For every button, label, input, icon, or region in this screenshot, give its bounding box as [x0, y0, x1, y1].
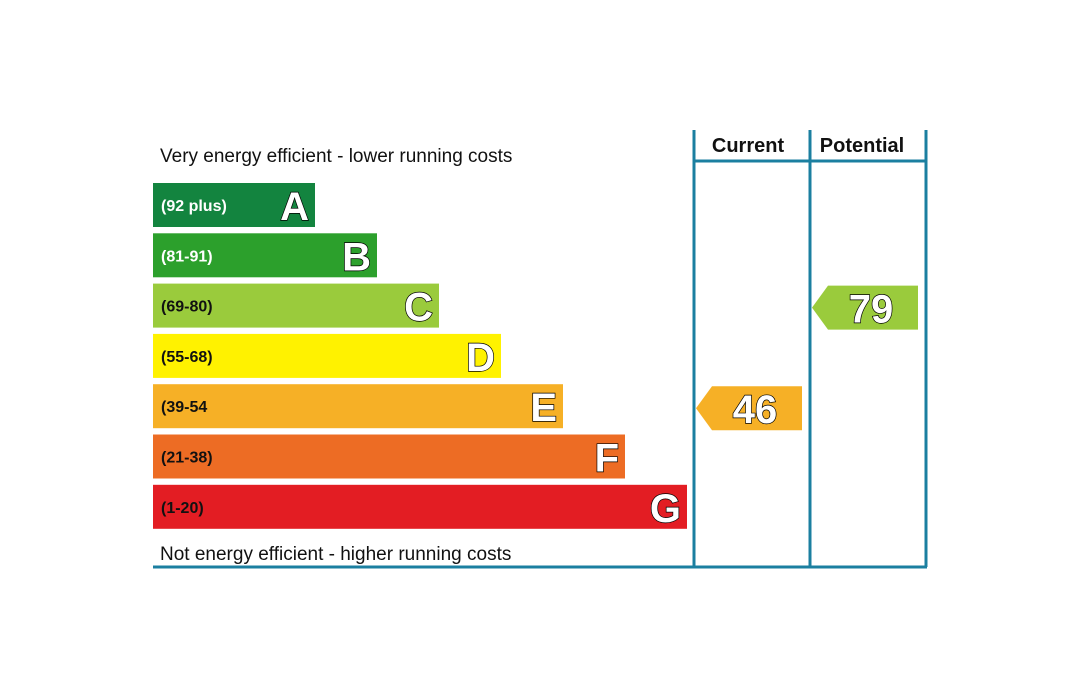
band-g: (1-20) G — [153, 484, 687, 531]
band-letter: A — [280, 185, 309, 229]
rating-bands: (92 plus) A(81-91) B(69-80) C(55-68) D(39-54… — [153, 183, 687, 531]
potential-column-header: Potential — [820, 135, 904, 157]
band-letter: G — [650, 487, 681, 531]
band-bar — [153, 233, 377, 278]
bottom-caption: Not energy efficient - higher running co… — [160, 544, 511, 565]
band-range-label: (39-54 — [161, 399, 207, 416]
band-bar — [153, 183, 315, 227]
potential-rating-arrow: 79 — [812, 285, 918, 332]
current-rating-shape — [696, 386, 802, 431]
potential-rating-value: 79 — [849, 288, 894, 332]
current-column-header: Current — [712, 135, 785, 157]
band-b: (81-91) B — [153, 233, 377, 280]
band-d: (55-68) D — [153, 333, 501, 381]
band-bar — [153, 484, 687, 529]
band-e: (39-54 E — [153, 384, 563, 431]
band-letter: B — [342, 235, 371, 279]
band-a: (92 plus) A — [153, 183, 315, 230]
potential-rating-shape — [812, 285, 918, 330]
band-letter: D — [466, 336, 495, 380]
current-rating-value: 46 — [733, 388, 778, 432]
band-bar — [153, 434, 625, 479]
band-f: (21-38) F — [153, 434, 625, 481]
band-range-label: (1-20) — [161, 500, 204, 517]
band-letter: C — [404, 286, 433, 330]
current-rating-arrow: 46 — [696, 386, 802, 433]
band-letter: E — [530, 386, 557, 430]
band-c: (69-80) C — [153, 283, 439, 330]
band-range-label: (81-91) — [161, 248, 213, 265]
band-bar — [153, 283, 439, 328]
chart-frame — [153, 130, 928, 569]
band-range-label: (55-68) — [161, 349, 213, 366]
band-range-label: (21-38) — [161, 450, 213, 467]
band-letter: F — [595, 437, 619, 481]
band-bar — [153, 333, 501, 378]
top-caption: Very energy efficient - lower running co… — [160, 146, 512, 167]
band-range-label: (92 plus) — [161, 198, 227, 215]
band-bar — [153, 384, 563, 429]
rating-markers: 46 79 — [696, 285, 918, 433]
band-range-label: (69-80) — [161, 299, 213, 316]
